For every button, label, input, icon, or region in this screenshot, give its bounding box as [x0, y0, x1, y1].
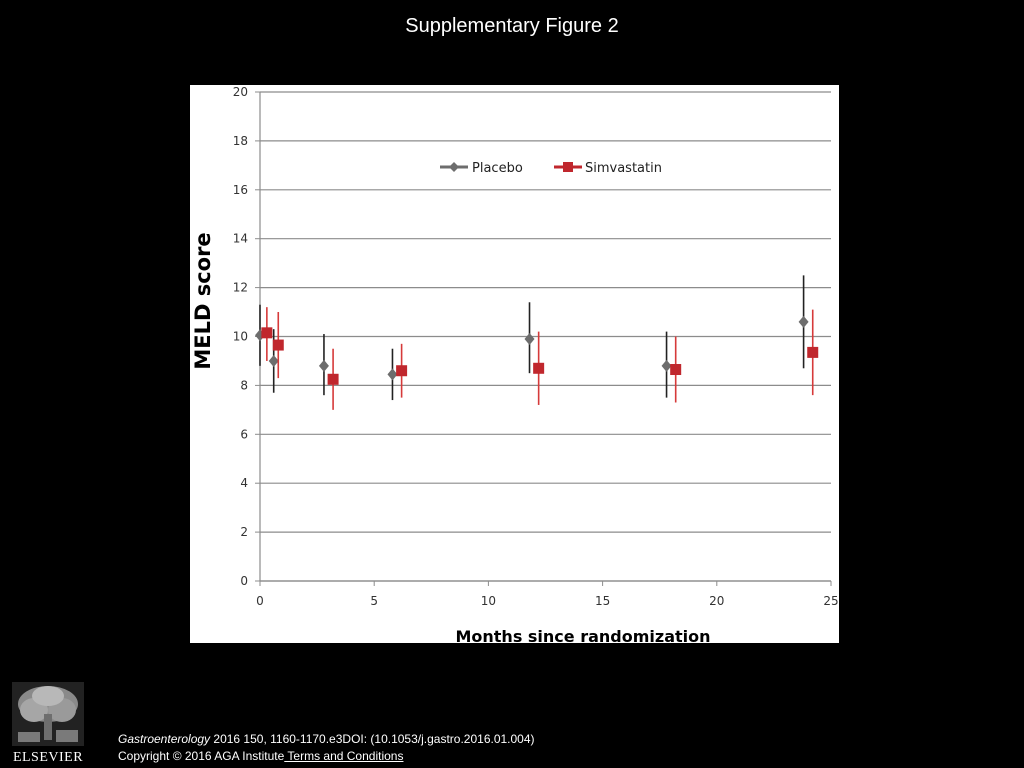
chart-panel: 0 2 4 6 8 10 12 14 16 18 20 0 5 10 15 20 25 Placebo Simva…: [190, 85, 839, 643]
grid-lines: [260, 91, 831, 582]
x-tick-label: 10: [481, 594, 496, 608]
y-tick-label: 6: [240, 427, 248, 441]
elsevier-tree-icon: [12, 682, 84, 746]
data-point-simvastatin: [396, 365, 408, 377]
meld-score-chart: 0 2 4 6 8 10 12 14 16 18 20 0 5 10 15 20 25 Placebo Simva…: [191, 85, 839, 643]
legend-item-placebo: Placebo: [440, 161, 523, 176]
y-tick-label: 0: [240, 574, 248, 588]
legend-label: Placebo: [472, 161, 523, 176]
x-tick-label: 15: [595, 594, 610, 608]
data-point-simvastatin: [807, 346, 819, 358]
slide-title: Supplementary Figure 2: [405, 15, 619, 37]
data-point-simvastatin: [670, 364, 682, 376]
legend-marker-square: [563, 162, 573, 172]
citation-text: 2016 150, 1160-1170.e3DOI: (10.1053/j.ga…: [210, 732, 535, 746]
data-point-placebo: [524, 332, 535, 345]
y-tick-label: 10: [233, 330, 248, 344]
elsevier-wordmark: ELSEVIER: [13, 750, 83, 765]
legend: Placebo Simvastatin: [440, 161, 662, 176]
journal-name: Gastroenterology: [118, 732, 211, 746]
data-point-placebo: [661, 359, 672, 372]
y-tick-label: 16: [233, 183, 248, 197]
y-tick-label: 18: [233, 134, 248, 148]
elsevier-logo: ELSEVIER: [8, 680, 88, 766]
axes: [255, 91, 832, 586]
y-tick-label: 12: [233, 281, 248, 295]
series-simvastatin: [261, 307, 819, 410]
x-tick-label: 20: [709, 594, 724, 608]
y-axis-title: MELD score: [191, 232, 215, 369]
y-tick-label: 20: [233, 85, 248, 99]
data-point-placebo: [318, 359, 329, 372]
x-tick-label: 5: [370, 594, 378, 608]
series-placebo: [255, 275, 809, 401]
x-axis-title: Months since randomization: [455, 627, 710, 643]
legend-item-simvastatin: Simvastatin: [554, 161, 662, 176]
y-tick-label: 8: [240, 378, 248, 392]
citation-footer: Gastroenterology 2016 150, 1160-1170.e3D…: [118, 731, 535, 765]
data-series: [255, 275, 819, 410]
copyright-text: Copyright © 2016 AGA Institute: [118, 749, 285, 763]
data-point-placebo: [798, 315, 809, 328]
x-tick-label: 0: [256, 594, 264, 608]
copyright-line: Copyright © 2016 AGA Institute Terms and…: [118, 748, 535, 765]
data-point-placebo: [268, 354, 279, 367]
data-point-simvastatin: [261, 327, 273, 339]
legend-label: Simvastatin: [585, 161, 662, 176]
data-point-simvastatin: [327, 373, 339, 385]
terms-link[interactable]: Terms and Conditions: [284, 749, 404, 763]
y-tick-label: 14: [233, 232, 248, 246]
data-point-placebo: [387, 368, 398, 381]
data-point-simvastatin: [272, 339, 284, 351]
x-tick-label: 25: [823, 594, 838, 608]
tick-labels: 0 2 4 6 8 10 12 14 16 18 20 0 5 10 15 20 25: [233, 85, 839, 608]
y-tick-label: 2: [240, 525, 248, 539]
citation-line: Gastroenterology 2016 150, 1160-1170.e3D…: [118, 731, 535, 748]
data-point-simvastatin: [533, 362, 545, 374]
y-tick-label: 4: [240, 476, 248, 490]
legend-marker-diamond: [449, 162, 459, 172]
